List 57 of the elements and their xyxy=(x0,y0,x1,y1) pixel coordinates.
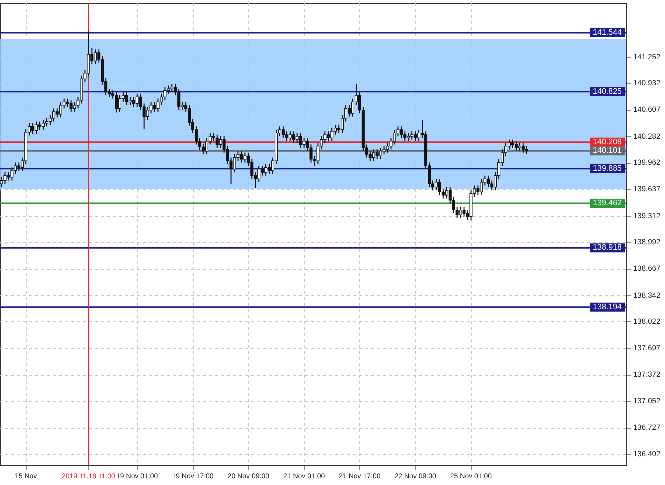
candlestick xyxy=(219,136,222,148)
candlestick xyxy=(115,92,118,114)
candlestick xyxy=(42,120,45,130)
candlestick xyxy=(514,140,518,152)
candlestick xyxy=(118,95,122,112)
candlestick xyxy=(153,102,156,112)
candlestick xyxy=(70,100,73,112)
candlestick xyxy=(240,150,244,164)
candlestick xyxy=(282,126,285,139)
candlestick xyxy=(292,131,296,144)
candlestick xyxy=(393,129,396,146)
candlestick xyxy=(125,92,128,106)
candlestick xyxy=(487,175,490,188)
candlestick xyxy=(438,178,442,196)
candlestick xyxy=(35,121,38,135)
ref-line-label: 138.194 xyxy=(593,302,623,312)
candlestick xyxy=(56,108,59,118)
candlestick xyxy=(0,176,4,188)
candlestick xyxy=(522,142,525,154)
candlestick xyxy=(136,93,139,108)
candlestick xyxy=(244,152,247,164)
candlestick xyxy=(445,186,448,200)
candlestick xyxy=(288,131,292,142)
candlestick xyxy=(94,49,98,65)
candlestick xyxy=(268,164,272,175)
candlestick xyxy=(480,178,484,196)
candlestick xyxy=(462,206,466,218)
candlestick xyxy=(379,147,382,160)
ref-line-label: 141.544 xyxy=(593,28,623,37)
candlestick xyxy=(414,131,418,142)
candlestick xyxy=(296,132,299,144)
candlestick xyxy=(459,206,462,219)
candlestick xyxy=(327,131,330,142)
candlestick xyxy=(330,128,334,142)
candlestick xyxy=(400,126,404,139)
candlestick xyxy=(434,178,438,192)
ref-line-label: 140.208 xyxy=(593,137,623,146)
candlestick xyxy=(376,149,379,160)
ref-line-label: 138.918 xyxy=(593,243,623,252)
ref-line-label: 140.825 xyxy=(593,86,623,96)
ref-line-label: 139.462 xyxy=(593,198,623,208)
candlestick xyxy=(59,102,62,118)
candlestick xyxy=(476,185,480,196)
candlestick xyxy=(302,138,306,148)
candlestick xyxy=(4,172,7,185)
candlestick xyxy=(156,98,160,112)
candlestick xyxy=(32,122,35,135)
candlestick xyxy=(132,96,136,108)
candlestick xyxy=(299,132,302,148)
candlestick xyxy=(264,164,268,176)
candlestick xyxy=(52,108,56,122)
candlestick xyxy=(261,166,264,176)
ref-line-label: 140.101 xyxy=(593,146,623,156)
candlestick xyxy=(348,104,352,118)
ref-line-label: 139.885 xyxy=(593,164,623,173)
candlestick xyxy=(216,134,219,148)
candlestick xyxy=(372,149,376,162)
